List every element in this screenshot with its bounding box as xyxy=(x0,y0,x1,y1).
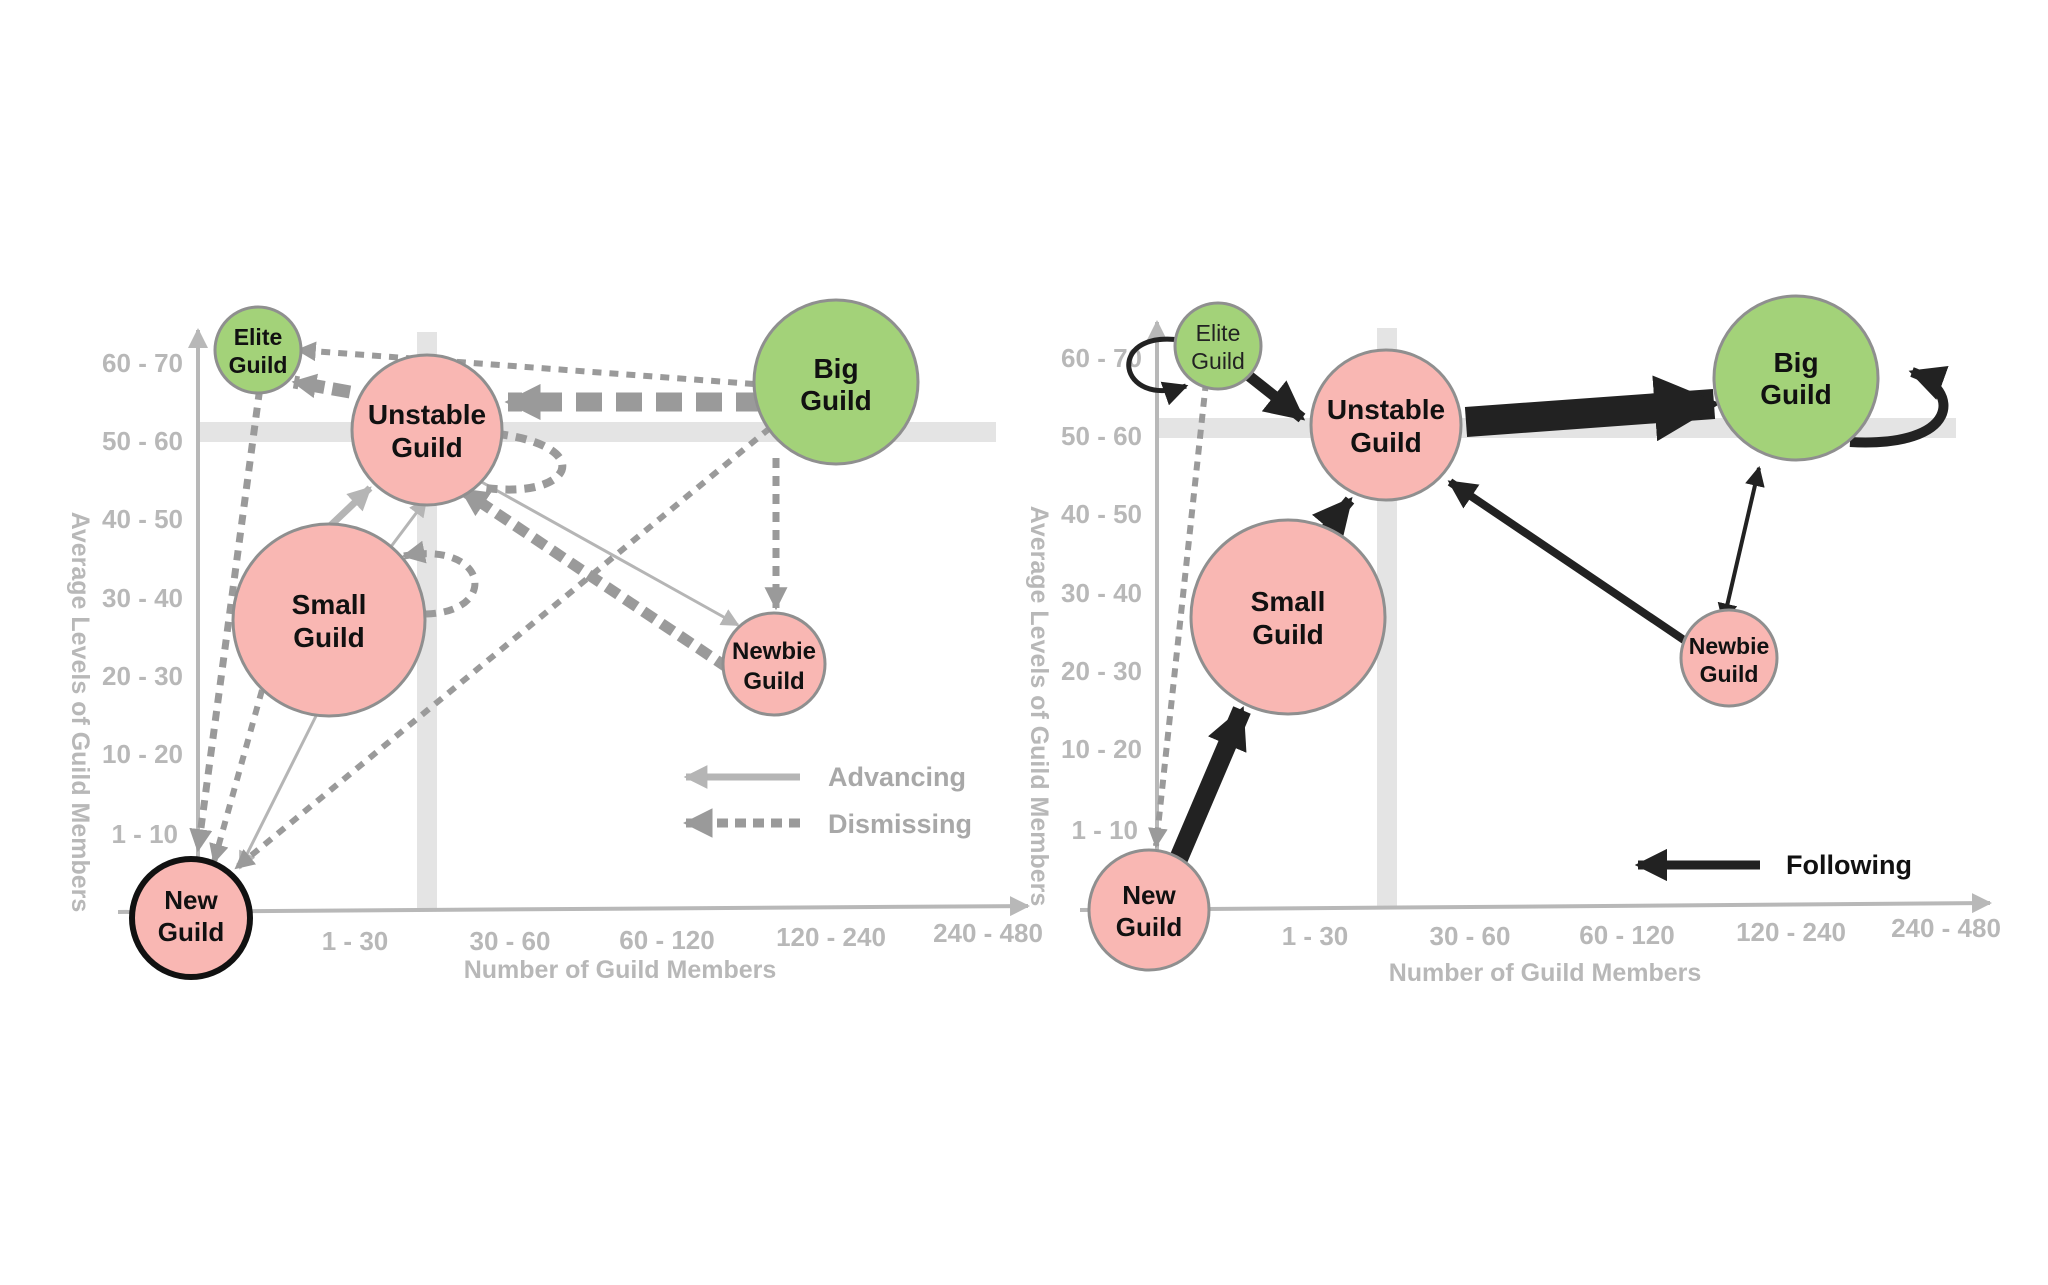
right-y-tick-30-40: 30 - 40 xyxy=(1061,578,1142,608)
left-x-tick-240-480: 240 - 480 xyxy=(933,918,1043,948)
left-small-label-2: Guild xyxy=(293,622,365,653)
left-edge-big-to-new xyxy=(234,425,772,871)
left-panel: 60 - 70 50 - 60 40 - 50 30 - 40 20 - 30 … xyxy=(66,298,1043,984)
left-newbie-label-1: Newbie xyxy=(732,638,816,665)
right-edge-new-to-small xyxy=(1169,706,1251,864)
left-x-tick-30-60: 30 - 60 xyxy=(470,926,551,956)
right-y-axis-title: Average Levels of Guild Members xyxy=(1025,506,1053,907)
left-x-tick-1-30: 1 - 30 xyxy=(322,926,389,956)
left-big-label-2: Guild xyxy=(800,385,872,416)
left-node-elite-guild xyxy=(213,305,303,395)
right-y-tick-20-30: 20 - 30 xyxy=(1061,656,1142,686)
right-x-tick-1-30: 1 - 30 xyxy=(1282,921,1349,951)
left-unstable-label-2: Guild xyxy=(391,432,463,463)
right-node-elite-guild xyxy=(1173,301,1263,391)
left-edge-unstable-to-elite xyxy=(291,373,352,399)
left-elite-label-2: Guild xyxy=(229,352,288,378)
left-new-label-1: New xyxy=(164,885,218,915)
left-edge-small-to-new xyxy=(238,711,320,870)
left-node-small-guild xyxy=(231,522,427,718)
right-unstable-label-2: Guild xyxy=(1350,427,1422,458)
right-edge-newbie-big-bidirectional xyxy=(1717,466,1765,624)
left-node-new-guild xyxy=(129,856,253,980)
right-big-label-2: Guild xyxy=(1760,379,1832,410)
right-small-label-2: Guild xyxy=(1252,619,1324,650)
left-edge-big-to-elite xyxy=(296,341,755,387)
left-elite-label-1: Elite xyxy=(234,324,283,350)
right-x-tick-240-480: 240 - 480 xyxy=(1891,913,2001,943)
right-x-tick-30-60: 30 - 60 xyxy=(1430,921,1511,951)
left-y-tick-30-40: 30 - 40 xyxy=(102,583,183,613)
left-small-label-1: Small xyxy=(292,589,367,620)
left-edge-small-to-new-dismiss xyxy=(209,689,265,864)
right-elite-label-2: Guild xyxy=(1191,348,1245,374)
right-node-newbie-guild xyxy=(1679,608,1779,708)
right-newbie-label-2: Guild xyxy=(1700,661,1759,687)
right-small-label-1: Small xyxy=(1251,586,1326,617)
right-new-label-2: Guild xyxy=(1116,912,1182,942)
right-y-tick-10-20: 10 - 20 xyxy=(1061,734,1142,764)
right-y-tick-40-50: 40 - 50 xyxy=(1061,499,1142,529)
right-big-label-1: Big xyxy=(1773,347,1818,378)
right-edge-elite-to-new-dismiss xyxy=(1148,381,1209,848)
right-panel: 60 - 70 50 - 60 40 - 50 30 - 40 20 - 30 … xyxy=(1025,294,2001,987)
left-unstable-label-1: Unstable xyxy=(368,399,486,430)
right-new-label-1: New xyxy=(1122,880,1176,910)
right-edge-newbie-to-unstable xyxy=(1447,478,1687,644)
right-y-tick-1-10: 1 - 10 xyxy=(1072,815,1139,845)
left-new-label-2: Guild xyxy=(158,917,224,947)
legend-following-label: Following xyxy=(1786,850,1912,880)
legend-advancing-label: Advancing xyxy=(828,762,966,792)
right-edge-unstable-to-big xyxy=(1464,375,1721,442)
left-y-axis-title: Average Levels of Guild Members xyxy=(66,512,94,913)
right-newbie-label-1: Newbie xyxy=(1689,633,1770,659)
left-y-tick-50-60: 50 - 60 xyxy=(102,426,183,456)
right-x-axis-title: Number of Guild Members xyxy=(1389,959,1702,987)
right-self-loop-elite xyxy=(1126,336,1189,406)
left-y-tick-1-10: 1 - 10 xyxy=(112,819,179,849)
left-newbie-label-2: Guild xyxy=(743,668,804,695)
right-x-axis xyxy=(1079,893,1992,914)
right-node-unstable-guild xyxy=(1309,348,1463,502)
left-y-tick-20-30: 20 - 30 xyxy=(102,661,183,691)
left-node-unstable-guild xyxy=(350,353,504,507)
right-node-small-guild xyxy=(1189,518,1387,716)
left-big-label-1: Big xyxy=(813,353,858,384)
left-node-big-guild xyxy=(752,298,920,466)
left-edge-elite-to-new xyxy=(189,371,266,853)
right-self-loop-big xyxy=(1849,366,1949,448)
left-x-axis-title: Number of Guild Members xyxy=(464,956,777,984)
right-edge-elite-to-unstable xyxy=(1240,367,1306,423)
left-x-axis xyxy=(117,896,1030,917)
left-self-loop-small xyxy=(401,540,479,618)
left-edge-unstable-to-newbie xyxy=(477,478,740,627)
right-x-tick-120-240: 120 - 240 xyxy=(1736,917,1846,947)
right-elite-label-1: Elite xyxy=(1196,320,1241,346)
right-y-tick-50-60: 50 - 60 xyxy=(1061,421,1142,451)
right-node-big-guild xyxy=(1712,294,1880,462)
left-node-newbie-guild xyxy=(721,611,827,717)
left-self-loop-unstable xyxy=(477,428,567,494)
left-y-tick-60-70: 60 - 70 xyxy=(102,348,183,378)
left-edge-small-to-unstable-2 xyxy=(388,498,428,549)
left-y-tick-10-20: 10 - 20 xyxy=(102,739,183,769)
right-node-new-guild xyxy=(1087,848,1211,972)
right-unstable-label-1: Unstable xyxy=(1327,394,1445,425)
left-x-tick-60-120: 60 - 120 xyxy=(619,925,714,955)
left-x-tick-120-240: 120 - 240 xyxy=(776,922,886,952)
right-x-tick-60-120: 60 - 120 xyxy=(1579,920,1674,950)
left-edge-newbie-to-unstable xyxy=(458,485,732,673)
left-edge-small-to-unstable xyxy=(327,485,373,529)
legend-dismissing-label: Dismissing xyxy=(828,809,972,839)
left-y-tick-40-50: 40 - 50 xyxy=(102,504,183,534)
